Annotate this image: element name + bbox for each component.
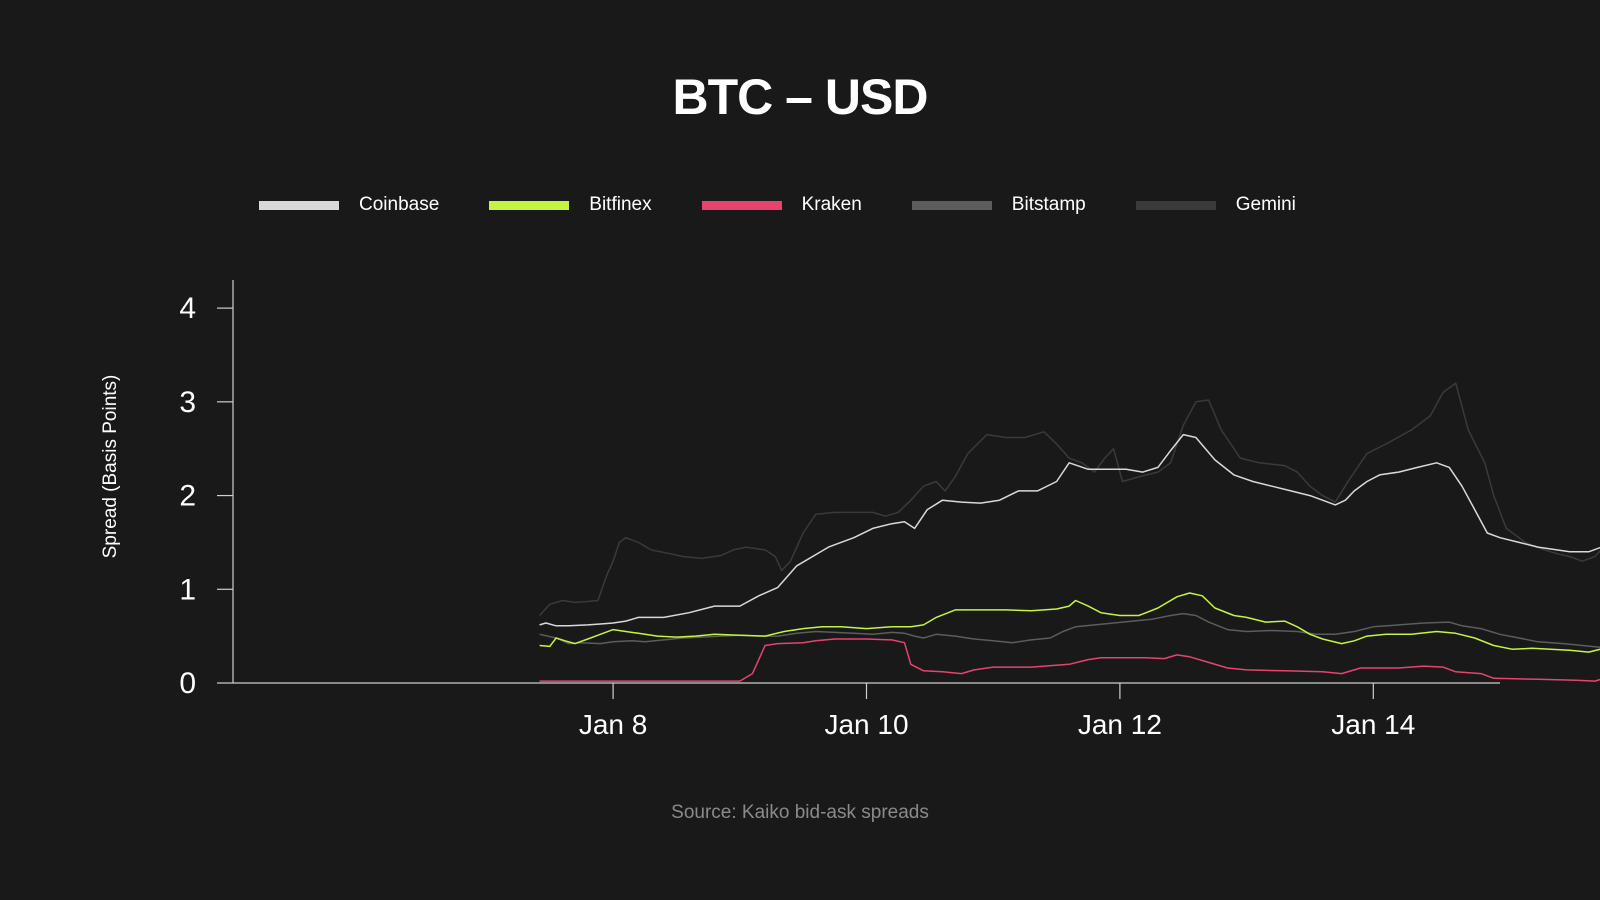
legend-item-gemini: Gemini: [1135, 194, 1296, 216]
series-line-bitfinex: [539, 592, 1600, 653]
legend-swatch: [259, 200, 339, 210]
x-tick-label: Jan 8: [579, 709, 648, 740]
y-axis-title: Spread (Basis Points): [100, 375, 121, 559]
legend-item-bitfinex: Bitfinex: [489, 194, 652, 216]
legend-swatch: [911, 200, 992, 210]
x-tick-label: Jan 14: [1331, 709, 1415, 740]
y-tick-label: 4: [179, 292, 196, 325]
x-tick-label: Jan 10: [824, 709, 908, 740]
series-line-kraken: [539, 638, 1600, 682]
series-line-coinbase: [539, 433, 1600, 627]
y-tick-label: 1: [179, 573, 196, 606]
legend-item-bitstamp: Bitstamp: [911, 194, 1086, 216]
legend-swatch: [1135, 200, 1216, 210]
legend-swatch: [489, 200, 570, 210]
legend-label: Gemini: [1235, 194, 1296, 215]
legend-label: Bitfinex: [589, 194, 652, 215]
chart-legend: Coinbase Bitfinex Kraken Bitstamp Gemini: [259, 190, 1346, 220]
chart-title: BTC – USD: [672, 69, 929, 125]
series-line-bitstamp: [539, 612, 1600, 649]
legend-label: Bitstamp: [1011, 194, 1086, 215]
x-tick-label: Jan 12: [1078, 709, 1162, 740]
series-line-gemini: [539, 382, 1600, 617]
y-tick-label: 3: [179, 386, 196, 419]
chart-source-note: Source: Kaiko bid-ask spreads: [671, 802, 929, 823]
legend-label: Coinbase: [359, 194, 440, 215]
legend-item-kraken: Kraken: [701, 194, 862, 216]
legend-label: Kraken: [801, 194, 862, 215]
legend-swatch: [701, 200, 782, 210]
legend-item-coinbase: Coinbase: [259, 194, 439, 216]
y-tick-label: 2: [179, 480, 196, 513]
y-tick-label: 0: [179, 667, 196, 700]
